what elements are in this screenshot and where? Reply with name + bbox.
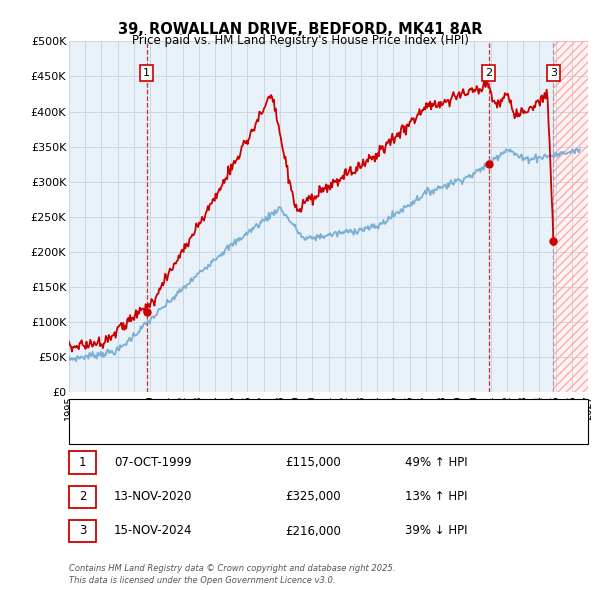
Text: 39, ROWALLAN DRIVE, BEDFORD, MK41 8AR (semi-detached house): 39, ROWALLAN DRIVE, BEDFORD, MK41 8AR (s… [112, 407, 452, 417]
Text: 15-NOV-2024: 15-NOV-2024 [114, 525, 193, 537]
Text: 2: 2 [79, 490, 86, 503]
Text: 07-OCT-1999: 07-OCT-1999 [114, 456, 191, 469]
Text: Price paid vs. HM Land Registry's House Price Index (HPI): Price paid vs. HM Land Registry's House … [131, 34, 469, 47]
Bar [553, 41, 588, 392]
Text: 2: 2 [485, 68, 492, 78]
Text: 49% ↑ HPI: 49% ↑ HPI [405, 456, 467, 469]
Text: HPI: Average price, semi-detached house, Bedford: HPI: Average price, semi-detached house,… [112, 427, 364, 436]
Text: 1: 1 [143, 68, 150, 78]
Text: 1: 1 [79, 456, 86, 469]
Text: £216,000: £216,000 [285, 525, 341, 537]
Text: 13% ↑ HPI: 13% ↑ HPI [405, 490, 467, 503]
Text: 3: 3 [550, 68, 557, 78]
Text: 13-NOV-2020: 13-NOV-2020 [114, 490, 193, 503]
Text: 39, ROWALLAN DRIVE, BEDFORD, MK41 8AR: 39, ROWALLAN DRIVE, BEDFORD, MK41 8AR [118, 22, 482, 37]
Text: £115,000: £115,000 [285, 456, 341, 469]
Text: 39% ↓ HPI: 39% ↓ HPI [405, 525, 467, 537]
Bar [553, 41, 588, 392]
Text: 3: 3 [79, 525, 86, 537]
Text: Contains HM Land Registry data © Crown copyright and database right 2025.
This d: Contains HM Land Registry data © Crown c… [69, 565, 395, 585]
Text: £325,000: £325,000 [285, 490, 341, 503]
Bar [553, 41, 588, 392]
